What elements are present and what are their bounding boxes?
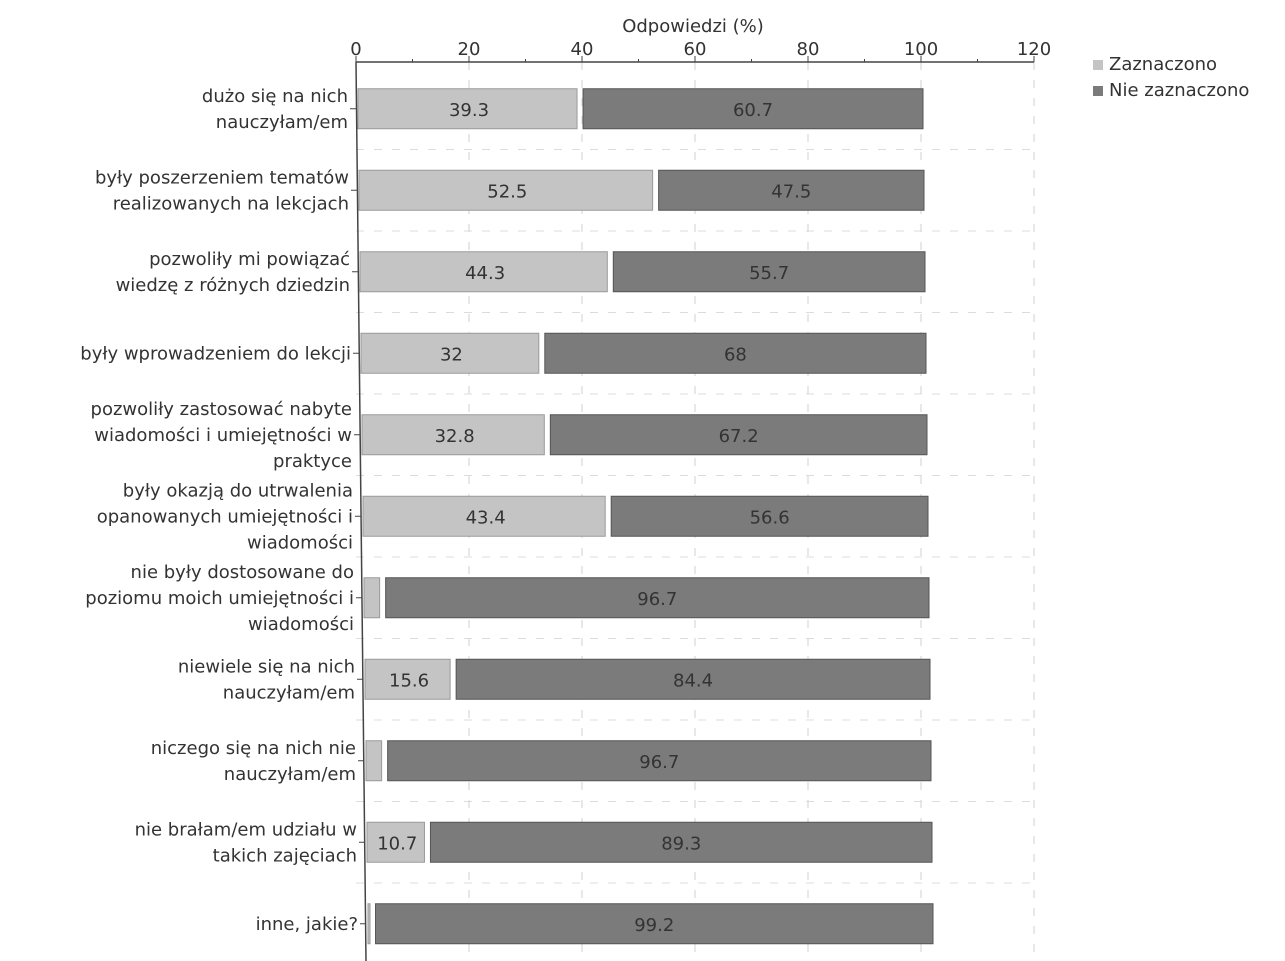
category-label-line: pozwoliły zastosować nabyte [91,399,352,420]
bar-nie-zaznaczono [549,414,928,456]
value-label-nie-zaznaczono: 47.5 [771,181,811,202]
category-label-line: poziomu moich umiejętności i [85,588,354,609]
value-label-nie-zaznaczono: 60.7 [733,100,773,121]
value-label-zaznaczono: 32.8 [435,426,475,447]
bar-zaznaczono [357,88,578,130]
x-tick-label: 0 [350,39,361,60]
legend-label-nie-zaznaczono: Nie zaznaczono [1109,80,1250,101]
value-label-zaznaczono: 15.6 [389,670,429,691]
bar-nie-zaznaczono [610,495,929,537]
value-label-nie-zaznaczono: 84.4 [673,670,713,691]
category-label-line: praktyce [273,451,352,472]
axes: 0 20 40 60 80 100 120 dużo się na nich nauczyłam… [80,39,1051,961]
value-label-zaznaczono: 39.3 [449,100,489,121]
bar-nie-zaznaczono [544,332,927,374]
bars: 39.3 60.7 52.5 47.5 44.3 55.7 32 68 32.8 67.2 43.4… [357,88,934,945]
category-label-line: wiadomości i umiejętności w [94,425,352,446]
category-label: były poszerzeniem tematów realizowanych n… [95,167,349,214]
bar-zaznaczono [366,821,425,863]
category-label-line: niczego się na nich nie [151,738,356,759]
value-label-nie-zaznaczono: 96.7 [637,589,677,610]
bar-zaznaczono [367,903,371,945]
legend-item-nie-zaznaczono: Nie zaznaczono [1093,78,1249,104]
legend-swatch-zaznaczono [1093,60,1103,70]
bar-zaznaczono [362,495,606,537]
bar-nie-zaznaczono [455,658,931,700]
category-label-line: nie brałam/em udziału w [135,819,357,840]
x-tick-label: 60 [684,39,707,60]
bar-zaznaczono [360,332,540,374]
bar-zaznaczono [364,658,451,700]
bar-zaznaczono [363,577,381,619]
legend: Zaznaczono Nie zaznaczono [1093,52,1249,104]
category-label: były okazją do utrwalenia opanowanych umi… [97,480,353,553]
value-label-nie-zaznaczono: 67.2 [719,426,759,447]
value-label-nie-zaznaczono: 89.3 [661,833,701,854]
value-label-zaznaczono: 43.4 [466,507,506,528]
legend-label-zaznaczono: Zaznaczono [1109,54,1218,75]
category-label-line: nauczyłam/em [224,764,356,785]
category-label: niczego się na nich nie nauczyłam/em [151,738,356,785]
x-tick-label: 40 [571,39,594,60]
category-label: inne, jakie? [256,914,358,935]
category-label-line: były wprowadzeniem do lekcji [80,343,351,364]
category-label: dużo się na nich nauczyłam/em [202,86,348,133]
value-label-zaznaczono: 52.5 [487,181,527,202]
bar-nie-zaznaczono [612,251,926,293]
value-label-nie-zaznaczono: 96.7 [639,752,679,773]
bar-zaznaczono [361,414,545,456]
category-label: nie brałam/em udziału w takich zajęciach [135,819,357,866]
category-label: nie były dostosowane do poziomu moich umi… [85,562,354,635]
x-tick-label: 20 [458,39,481,60]
category-label-line: realizowanych na lekcjach [113,193,349,214]
legend-swatch-nie-zaznaczono [1093,86,1103,96]
category-label-line: były okazją do utrwalenia [123,480,353,501]
x-axis-title: Odpowiedzi (%) [622,16,764,37]
value-label-nie-zaznaczono: 68 [724,344,747,365]
value-label-nie-zaznaczono: 99.2 [634,915,674,936]
bar-nie-zaznaczono [658,169,925,211]
y-axis-line [355,61,367,961]
category-label-line: wiadomości [247,532,353,553]
legend-item-zaznaczono: Zaznaczono [1093,52,1249,78]
x-tick-label: 100 [904,39,938,60]
category-label-line: wiadomości [248,614,354,635]
bar-nie-zaznaczono [385,577,930,619]
value-label-zaznaczono: 44.3 [465,263,505,284]
category-label-line: wiedzę z różnych dziedzin [116,275,350,296]
category-label-line: nie były dostosowane do [131,562,354,583]
category-label-line: dużo się na nich [202,86,348,107]
category-label-line: nauczyłam/em [223,682,355,703]
bar-nie-zaznaczono [375,903,934,945]
category-label-line: inne, jakie? [256,914,358,935]
bar-zaznaczono [358,169,654,211]
value-label-nie-zaznaczono: 55.7 [749,263,789,284]
x-tick-label: 120 [1017,39,1051,60]
value-label-nie-zaznaczono: 56.6 [750,507,790,528]
grid-lines [356,62,1035,961]
x-tick-label: 80 [797,39,820,60]
bar-nie-zaznaczono [582,88,924,130]
category-label-line: opanowanych umiejętności i [97,506,353,527]
category-label-line: były poszerzeniem tematów [95,167,349,188]
category-label: były wprowadzeniem do lekcji [80,343,351,364]
category-label: niewiele się na nich nauczyłam/em [178,656,355,703]
bar-zaznaczono [365,740,383,782]
category-label: pozwoliły mi powiązać wiedzę z różnych dz… [116,249,350,296]
category-label-line: pozwoliły mi powiązać [149,249,350,270]
bar-zaznaczono [359,251,608,293]
value-label-zaznaczono: 32 [440,344,463,365]
category-label-line: niewiele się na nich [178,656,355,677]
bar-nie-zaznaczono [429,821,933,863]
bar-nie-zaznaczono [387,740,932,782]
category-label-line: nauczyłam/em [216,112,348,133]
category-label-line: takich zajęciach [213,845,357,866]
value-label-zaznaczono: 10.7 [377,833,417,854]
category-label: pozwoliły zastosować nabyte wiadomości i … [91,399,352,472]
